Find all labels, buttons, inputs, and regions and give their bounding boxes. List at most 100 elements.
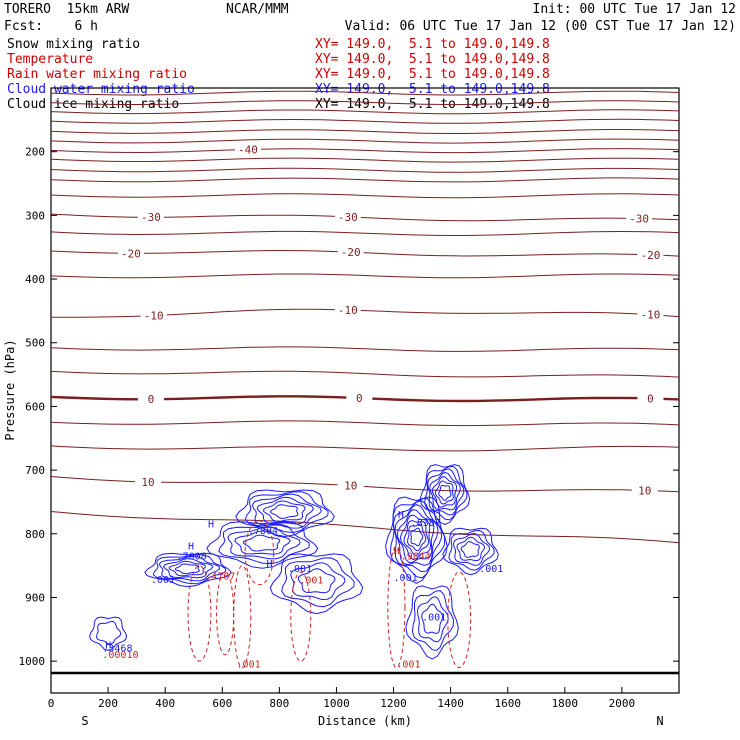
temperature-label-bg xyxy=(137,393,164,406)
temperature-label: -30 xyxy=(338,211,358,224)
cloud-contour xyxy=(227,526,301,560)
cloud-contour xyxy=(456,536,486,562)
forecast-hour: Fcst: 6 h xyxy=(4,19,98,34)
cloud-label: .001 xyxy=(479,564,503,575)
temperature-label-bg xyxy=(337,246,364,259)
temperature-label-bg xyxy=(637,248,664,261)
cloud-contour xyxy=(89,616,128,651)
cloud-contour xyxy=(419,464,471,526)
cloud-contour xyxy=(460,541,480,558)
cloud-contour xyxy=(397,509,435,564)
field-xy: XY= 149.0, 5.1 to 149.0,149.8 xyxy=(315,67,550,82)
x-tick-label: 2000 xyxy=(609,697,636,710)
temperature-contour xyxy=(50,90,680,96)
field-xy: XY= 149.0, 5.1 to 149.0,149.8 xyxy=(315,37,550,52)
temperature-label: -20 xyxy=(121,247,141,260)
cloud-contour xyxy=(431,476,458,508)
field-xy: XY= 149.0, 5.1 to 149.0,149.8 xyxy=(315,52,550,67)
cloud-contour xyxy=(269,504,299,520)
temperature-label: -20 xyxy=(341,246,361,259)
temperature-label: 10 xyxy=(141,476,154,489)
cloud-contour xyxy=(297,568,336,594)
rain-label: .4767 xyxy=(205,572,235,583)
temperature-contour xyxy=(50,167,680,173)
cloud-label: .7804 xyxy=(248,526,278,537)
rain-contour xyxy=(387,546,406,669)
cloud-label: .001 xyxy=(422,612,446,623)
y-tick-label: 300 xyxy=(25,209,45,222)
y-tick-label: 900 xyxy=(25,591,45,604)
temperature-label: -40 xyxy=(238,143,258,156)
temperature-label: -10 xyxy=(338,304,358,317)
cloud-contour xyxy=(452,532,491,566)
cloud-label: H xyxy=(398,510,404,521)
x-tick-label: 800 xyxy=(269,697,289,710)
cloud-contour xyxy=(424,465,468,521)
init-time: Init: 00 UTC Tue 17 Jan 12 xyxy=(532,2,737,17)
cloud-contour xyxy=(427,468,465,516)
rain-contours xyxy=(187,520,472,669)
cloud-contour xyxy=(235,489,335,538)
cloud-contour xyxy=(434,480,454,505)
center-title: NCAR/MMM xyxy=(226,2,289,17)
cloud-contour xyxy=(152,554,227,585)
rain-label: .9844 xyxy=(401,551,431,562)
cloud-contour xyxy=(416,596,449,643)
temperature-label-bg xyxy=(631,484,658,497)
cloud-contour xyxy=(429,471,461,511)
temperature-label-bg xyxy=(140,309,167,322)
temperature-contour xyxy=(50,157,680,163)
cloud-contour xyxy=(403,519,429,556)
temperature-contour xyxy=(50,370,680,378)
temperature-label: -10 xyxy=(144,310,164,323)
temperature-contour xyxy=(50,177,680,183)
rain-label: .001 xyxy=(237,660,261,671)
y-tick-label: 500 xyxy=(25,337,45,350)
temperature-label: -30 xyxy=(141,211,161,224)
plot-frame xyxy=(50,87,680,694)
temperature-contour xyxy=(50,273,680,279)
rain-contour xyxy=(233,565,252,669)
cloud-contour xyxy=(251,493,322,529)
temperature-label: 0 xyxy=(356,392,363,405)
x-tick-label: 1000 xyxy=(323,697,350,710)
cloud-label: .001 xyxy=(151,575,175,586)
temperature-label-bg xyxy=(334,210,361,223)
rain-contour xyxy=(187,565,212,662)
x-tick-label: 1600 xyxy=(494,697,521,710)
cloud-label: .001 xyxy=(394,573,418,584)
y-axis-title: Pressure (hPa) xyxy=(3,339,17,440)
field-label: Temperature xyxy=(7,52,94,67)
temperature-label: -30 xyxy=(629,212,649,225)
temperature-label-bg xyxy=(337,479,364,492)
temperature-contour xyxy=(50,249,680,257)
rain-label: .001 xyxy=(396,660,420,671)
y-tick-label: 700 xyxy=(25,464,45,477)
field-label: Snow mixing ratio xyxy=(7,37,141,52)
model-title: TORERO 15km ARW xyxy=(4,2,130,17)
temperature-contour xyxy=(50,118,680,124)
south-label: S xyxy=(81,714,88,728)
y-tick-label: 1000 xyxy=(19,655,46,668)
cloud-contour xyxy=(242,534,281,552)
temperature-contour xyxy=(50,109,680,115)
cloud-label: H xyxy=(267,559,273,570)
temperature-contour xyxy=(50,100,680,106)
x-tick-label: 0 xyxy=(48,697,55,710)
temperature-label: -20 xyxy=(641,249,661,262)
cloud-contour xyxy=(399,514,432,561)
cloud-label: H xyxy=(105,640,111,651)
rain-label: H xyxy=(394,546,400,557)
temperature-label: 10 xyxy=(344,480,357,493)
cloud-label: .001 xyxy=(288,564,312,575)
cloud-contour xyxy=(405,585,459,660)
contour-labels: -40 -30 -30 -30 -20 -20 -20 -10 -10 -10 0 0 0 10 10 10 H… xyxy=(102,143,664,671)
temperature-label-bg xyxy=(137,211,164,224)
temperature-label: 10 xyxy=(638,484,651,497)
cloud-label: .7008 xyxy=(177,551,207,562)
temperature-contour xyxy=(50,346,680,352)
cloud-contour xyxy=(158,555,221,582)
temperature-label: 0 xyxy=(647,392,654,405)
cloud-contour xyxy=(206,521,319,569)
x-tick-label: 1200 xyxy=(380,697,407,710)
